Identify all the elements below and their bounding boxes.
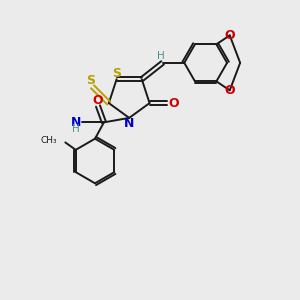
Text: N: N — [71, 116, 82, 129]
Text: S: S — [112, 67, 121, 80]
Text: O: O — [224, 84, 235, 97]
Text: CH₃: CH₃ — [40, 136, 57, 146]
Text: H: H — [72, 124, 80, 134]
Text: S: S — [86, 74, 95, 87]
Text: H: H — [157, 51, 165, 61]
Text: O: O — [224, 29, 235, 42]
Text: O: O — [92, 94, 103, 106]
Text: N: N — [124, 117, 134, 130]
Text: O: O — [168, 97, 178, 110]
